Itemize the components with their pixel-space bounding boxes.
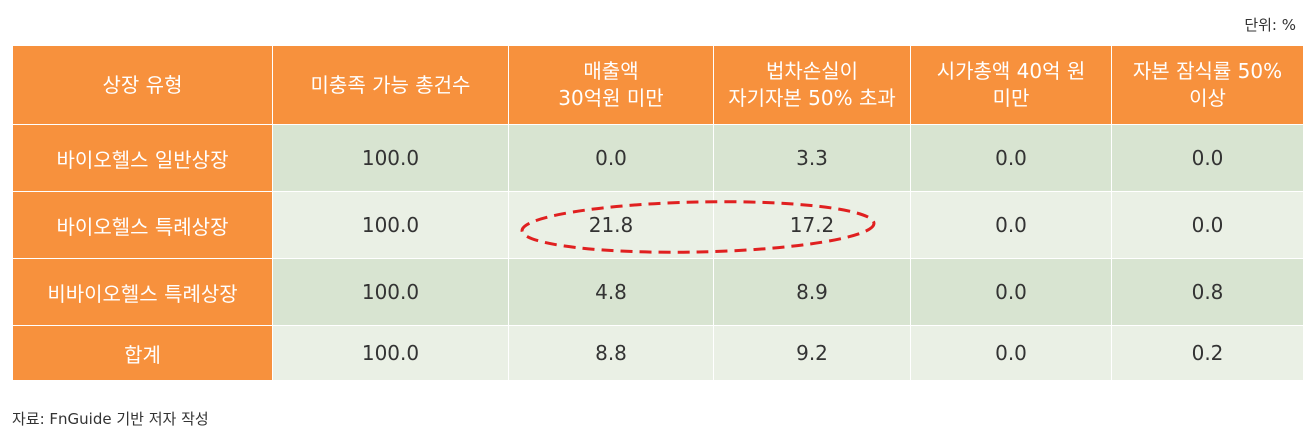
- row-label: 비바이오헬스 특례상장: [12, 258, 273, 326]
- header-market-cap: 시가총액 40억 원 미만: [910, 45, 1112, 125]
- row-label: 합계: [12, 325, 273, 381]
- table-row-total: 합계 100.0 8.8 9.2 0.0 0.2: [12, 325, 1304, 381]
- table-cell: 100.0: [272, 325, 509, 381]
- table-cell: 0.0: [508, 124, 714, 192]
- row-label: 바이오헬스 특례상장: [12, 191, 273, 259]
- header-row: 상장 유형 미충족 가능 총건수 매출액 30억원 미만 법차손실이 자기자본 …: [12, 45, 1304, 125]
- row-label: 바이오헬스 일반상장: [12, 124, 273, 192]
- table-cell: 100.0: [272, 191, 509, 259]
- table-cell: 8.9: [713, 258, 911, 326]
- table-cell: 0.2: [1111, 325, 1304, 381]
- unit-label: 단위: %: [1244, 16, 1296, 34]
- header-total-count: 미충족 가능 총건수: [272, 45, 509, 125]
- table-cell: 17.2: [713, 191, 911, 259]
- table-cell: 0.8: [1111, 258, 1304, 326]
- table-cell: 8.8: [508, 325, 714, 381]
- table-cell: 0.0: [910, 124, 1112, 192]
- table-cell: 21.8: [508, 191, 714, 259]
- table-cell: 0.0: [910, 191, 1112, 259]
- data-table: 상장 유형 미충족 가능 총건수 매출액 30억원 미만 법차손실이 자기자본 …: [12, 45, 1304, 381]
- source-note: 자료: FnGuide 기반 저자 작성: [12, 410, 209, 428]
- table-cell: 0.0: [1111, 191, 1304, 259]
- table-cell: 3.3: [713, 124, 911, 192]
- table-cell: 100.0: [272, 124, 509, 192]
- header-listing-type: 상장 유형: [12, 45, 273, 125]
- table-cell: 0.0: [910, 325, 1112, 381]
- table-cell: 0.0: [910, 258, 1112, 326]
- table-cell: 9.2: [713, 325, 911, 381]
- table-cell: 4.8: [508, 258, 714, 326]
- table-row: 바이오헬스 일반상장 100.0 0.0 3.3 0.0 0.0: [12, 124, 1304, 192]
- header-capital-impairment: 자본 잠식률 50% 이상: [1111, 45, 1304, 125]
- table-row: 비바이오헬스 특례상장 100.0 4.8 8.9 0.0 0.8: [12, 258, 1304, 326]
- table-cell: 0.0: [1111, 124, 1304, 192]
- header-revenue: 매출액 30억원 미만: [508, 45, 714, 125]
- table-cell: 100.0: [272, 258, 509, 326]
- table-row: 바이오헬스 특례상장 100.0 21.8 17.2 0.0 0.0: [12, 191, 1304, 259]
- header-pretax-loss: 법차손실이 자기자본 50% 초과: [713, 45, 911, 125]
